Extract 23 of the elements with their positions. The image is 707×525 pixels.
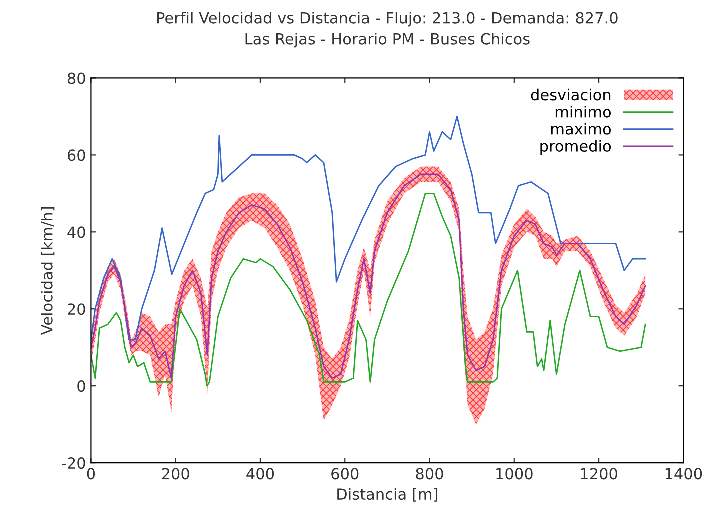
x-tick-label: 1200 bbox=[581, 468, 618, 480]
x-tick-label: 1400 bbox=[666, 468, 702, 480]
line-series bbox=[91, 116, 646, 341]
x-tick-label: 600 bbox=[332, 468, 359, 480]
y-tick-label: 20 bbox=[68, 304, 86, 316]
chart-subtitle: Las Rejas - Horario PM - Buses Chicos bbox=[246, 33, 530, 48]
x-tick-label: 800 bbox=[416, 468, 444, 480]
y-tick-label: -20 bbox=[62, 458, 86, 470]
y-tick-label: 40 bbox=[68, 226, 86, 238]
x-tick-label: 200 bbox=[162, 468, 190, 480]
legend-label: promedio bbox=[540, 140, 612, 155]
legend-label: maximo bbox=[551, 123, 612, 135]
x-tick-label: 0 bbox=[87, 468, 96, 480]
y-axis-title: Velocidad [km/h] bbox=[41, 207, 55, 336]
x-tick-label: 400 bbox=[246, 468, 274, 480]
chart-title: Perfil Velocidad vs Distancia - Flujo: 213.0 - Demanda: 827.0 bbox=[158, 12, 618, 27]
x-axis-title: Distancia [m] bbox=[338, 488, 438, 502]
x-tick-label: 1000 bbox=[496, 468, 533, 480]
legend-label: desviacion bbox=[531, 88, 611, 101]
y-tick-label: 0 bbox=[78, 380, 86, 392]
y-tick-label: 60 bbox=[68, 150, 86, 162]
legend-label: minimo bbox=[556, 106, 612, 118]
y-tick-label: 80 bbox=[68, 72, 86, 84]
